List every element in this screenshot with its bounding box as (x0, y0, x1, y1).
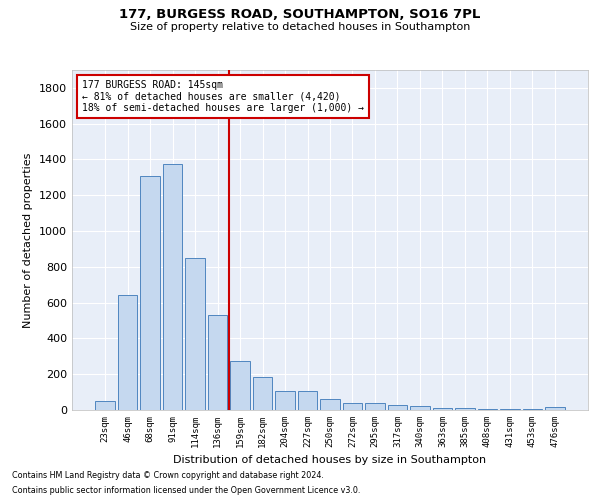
Y-axis label: Number of detached properties: Number of detached properties (23, 152, 34, 328)
Bar (118, 296, 137, 410)
Bar (388, 404, 407, 410)
Bar (320, 399, 340, 410)
Bar (140, 176, 160, 410)
Bar (208, 315, 227, 410)
Bar (545, 407, 565, 410)
Bar (253, 377, 272, 410)
Bar (95, 401, 115, 410)
Text: 177 BURGESS ROAD: 145sqm
← 81% of detached houses are smaller (4,420)
18% of sem: 177 BURGESS ROAD: 145sqm ← 81% of detach… (82, 80, 364, 114)
Bar (275, 391, 295, 410)
X-axis label: Distribution of detached houses by size in Southampton: Distribution of detached houses by size … (173, 456, 487, 466)
Bar (433, 408, 452, 410)
Bar (230, 361, 250, 410)
Bar (455, 408, 475, 410)
Text: Size of property relative to detached houses in Southampton: Size of property relative to detached ho… (130, 22, 470, 32)
Text: Contains HM Land Registry data © Crown copyright and database right 2024.: Contains HM Land Registry data © Crown c… (12, 471, 324, 480)
Bar (410, 406, 430, 410)
Bar (163, 164, 182, 410)
Text: 177, BURGESS ROAD, SOUTHAMPTON, SO16 7PL: 177, BURGESS ROAD, SOUTHAMPTON, SO16 7PL (119, 8, 481, 20)
Bar (478, 408, 497, 410)
Text: Contains public sector information licensed under the Open Government Licence v3: Contains public sector information licen… (12, 486, 361, 495)
Bar (185, 258, 205, 410)
Bar (298, 391, 317, 410)
Bar (365, 403, 385, 410)
Bar (343, 403, 362, 410)
